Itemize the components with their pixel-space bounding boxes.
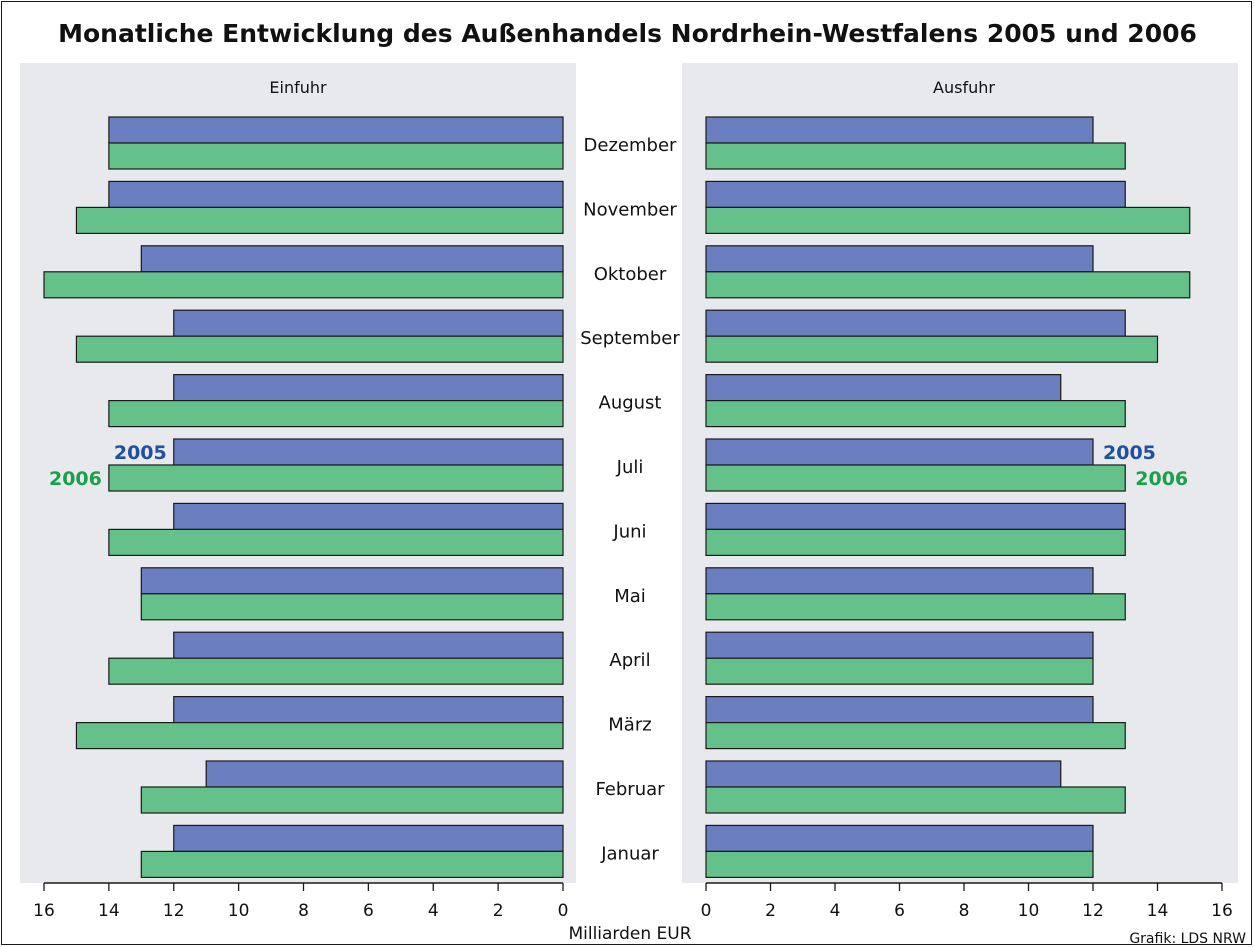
ausfuhr-bar-2006-januar bbox=[705, 850, 1094, 879]
ausfuhr-tick-label-14: 14 bbox=[1147, 901, 1169, 921]
ausfuhr-bar-2006-maerz bbox=[705, 721, 1126, 750]
month-label-november: November bbox=[583, 199, 677, 220]
einfuhr-tick-label-4: 4 bbox=[428, 901, 439, 921]
ausfuhr-bar-2005-februar bbox=[705, 760, 1062, 788]
ausfuhr-bar-2006-august bbox=[705, 400, 1126, 428]
einfuhr-legend-label-2005: 2005 bbox=[114, 442, 167, 464]
ausfuhr-bar-2005-maerz bbox=[705, 695, 1094, 724]
ausfuhr-tick-label-8: 8 bbox=[959, 901, 970, 921]
ausfuhr-tick-label-6: 6 bbox=[894, 901, 905, 921]
ausfuhr-bar-2006-februar bbox=[705, 786, 1126, 814]
einfuhr-tick-label-8: 8 bbox=[298, 901, 309, 921]
einfuhr-tick-label-10: 10 bbox=[228, 901, 250, 921]
ausfuhr-bar-2005-oktober bbox=[705, 245, 1094, 273]
einfuhr-bar-2005-oktober bbox=[140, 245, 564, 273]
einfuhr-bar-2006-dezember bbox=[108, 142, 564, 170]
month-label-september: September bbox=[580, 328, 680, 349]
ausfuhr-tick-label-10: 10 bbox=[1018, 901, 1040, 921]
einfuhr-bar-2005-mai bbox=[140, 567, 564, 595]
ausfuhr-bar-2005-november bbox=[705, 180, 1126, 208]
einfuhr-bar-2005-august bbox=[173, 374, 564, 402]
einfuhr-bar-2006-februar bbox=[140, 786, 564, 814]
einfuhr-tick-label-16: 16 bbox=[33, 901, 55, 921]
ausfuhr-bar-2006-dezember bbox=[705, 142, 1126, 170]
month-label-mai: Mai bbox=[614, 586, 646, 607]
ausfuhr-bar-2005-januar bbox=[705, 824, 1094, 853]
ausfuhr-legend-label-2006: 2006 bbox=[1135, 468, 1188, 490]
ausfuhr-tick-label-0: 0 bbox=[701, 901, 712, 921]
month-label-januar: Januar bbox=[600, 843, 659, 864]
einfuhr-bar-2006-juni bbox=[108, 528, 564, 557]
month-label-juni: Juni bbox=[612, 521, 646, 542]
month-label-april: April bbox=[609, 650, 650, 671]
einfuhr-bar-2006-september bbox=[75, 335, 564, 363]
ausfuhr-tick-label-16: 16 bbox=[1211, 901, 1233, 921]
ausfuhr-tick-label-2: 2 bbox=[765, 901, 776, 921]
einfuhr-bar-2005-januar bbox=[173, 824, 564, 853]
einfuhr-bar-2005-september bbox=[173, 309, 564, 337]
ausfuhr-bar-2005-juli bbox=[705, 438, 1094, 466]
einfuhr-bar-2006-april bbox=[108, 657, 564, 685]
ausfuhr-bar-2005-august bbox=[705, 374, 1062, 402]
einfuhr-bar-2005-maerz bbox=[173, 695, 564, 724]
ausfuhr-tick-label-12: 12 bbox=[1082, 901, 1104, 921]
month-label-august: August bbox=[599, 393, 662, 414]
einfuhr-bar-2006-november bbox=[75, 206, 564, 234]
ausfuhr-bar-2006-november bbox=[705, 206, 1191, 234]
ausfuhr-bar-2006-oktober bbox=[705, 271, 1191, 299]
ausfuhr-bar-2006-juli bbox=[705, 464, 1126, 492]
einfuhr-bar-2006-juli bbox=[108, 464, 564, 492]
einfuhr-bar-2005-april bbox=[173, 631, 564, 659]
ausfuhr-bar-2006-mai bbox=[705, 593, 1126, 621]
einfuhr-bar-2006-august bbox=[108, 400, 564, 428]
ausfuhr-bar-2005-dezember bbox=[705, 116, 1094, 144]
month-label-dezember: Dezember bbox=[584, 135, 677, 156]
ausfuhr-bar-2005-april bbox=[705, 631, 1094, 659]
einfuhr-tick-label-6: 6 bbox=[363, 901, 374, 921]
ausfuhr-legend-label-2005: 2005 bbox=[1103, 442, 1156, 464]
ausfuhr-bar-2005-mai bbox=[705, 567, 1094, 595]
einfuhr-bar-2006-januar bbox=[140, 850, 564, 879]
month-label-juli: Juli bbox=[616, 457, 644, 478]
einfuhr-panel-title: Einfuhr bbox=[269, 78, 327, 97]
einfuhr-bar-2006-oktober bbox=[43, 271, 564, 299]
credit-label: Grafik: LDS NRW bbox=[1129, 931, 1246, 947]
einfuhr-bar-2005-november bbox=[108, 180, 564, 208]
ausfuhr-bar-2005-juni bbox=[705, 502, 1126, 530]
einfuhr-bar-2005-februar bbox=[205, 760, 564, 788]
unit-label: Milliarden EUR bbox=[568, 924, 691, 944]
chart-title: Monatliche Entwicklung des Außenhandels … bbox=[58, 19, 1197, 48]
einfuhr-tick-label-12: 12 bbox=[163, 901, 185, 921]
month-label-maerz: März bbox=[608, 715, 651, 736]
ausfuhr-bar-2005-september bbox=[705, 309, 1126, 337]
einfuhr-bar-2005-dezember bbox=[108, 116, 564, 144]
einfuhr-bar-2006-maerz bbox=[75, 721, 564, 750]
einfuhr-bar-2006-mai bbox=[140, 593, 564, 621]
einfuhr-tick-label-14: 14 bbox=[98, 901, 120, 921]
ausfuhr-bar-2006-juni bbox=[705, 528, 1126, 557]
month-label-februar: Februar bbox=[595, 779, 665, 800]
einfuhr-tick-label-0: 0 bbox=[558, 901, 569, 921]
einfuhr-bar-2005-juli bbox=[173, 438, 564, 466]
einfuhr-tick-label-2: 2 bbox=[493, 901, 504, 921]
einfuhr-legend-label-2006: 2006 bbox=[49, 468, 102, 490]
einfuhr-bar-2005-juni bbox=[173, 502, 564, 530]
ausfuhr-bar-2006-september bbox=[705, 335, 1159, 363]
ausfuhr-bar-2006-april bbox=[705, 657, 1094, 685]
ausfuhr-tick-label-4: 4 bbox=[830, 901, 841, 921]
month-label-oktober: Oktober bbox=[594, 264, 667, 285]
ausfuhr-panel-title: Ausfuhr bbox=[933, 78, 995, 97]
